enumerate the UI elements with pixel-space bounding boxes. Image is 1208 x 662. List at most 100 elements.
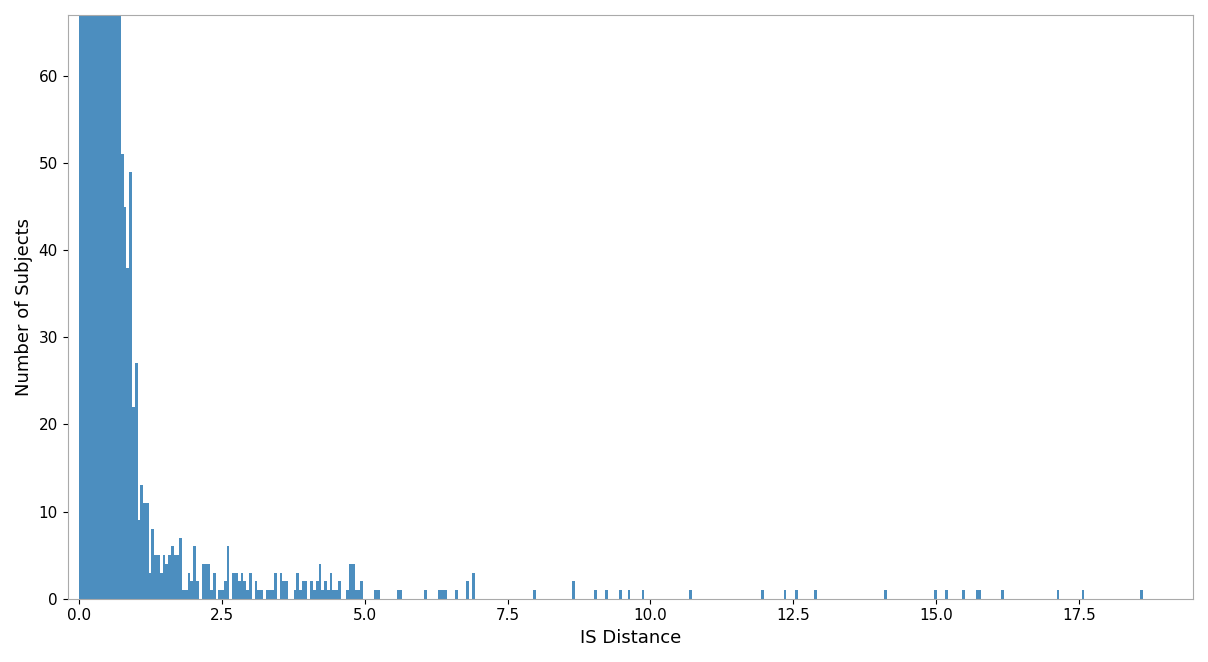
Bar bbox=[135, 363, 138, 598]
Bar bbox=[784, 590, 786, 598]
Bar bbox=[302, 581, 304, 598]
Bar bbox=[628, 590, 631, 598]
Y-axis label: Number of Subjects: Number of Subjects bbox=[14, 218, 33, 396]
Bar bbox=[232, 573, 236, 598]
Bar bbox=[118, 0, 121, 598]
Bar bbox=[187, 573, 191, 598]
Bar bbox=[240, 573, 243, 598]
Bar bbox=[110, 0, 112, 598]
Bar bbox=[455, 590, 458, 598]
Bar bbox=[332, 590, 336, 598]
Bar bbox=[99, 0, 101, 598]
Bar bbox=[138, 520, 140, 598]
Bar bbox=[246, 590, 249, 598]
Bar bbox=[227, 546, 230, 598]
Bar bbox=[149, 573, 151, 598]
Bar bbox=[641, 590, 644, 598]
Bar bbox=[795, 590, 797, 598]
Bar bbox=[319, 564, 321, 598]
Bar bbox=[934, 590, 936, 598]
Bar bbox=[978, 590, 981, 598]
Bar bbox=[155, 555, 157, 598]
Bar bbox=[945, 590, 948, 598]
Bar bbox=[283, 581, 285, 598]
Bar bbox=[101, 0, 104, 598]
Bar bbox=[347, 590, 349, 598]
Bar bbox=[358, 590, 360, 598]
Bar bbox=[274, 573, 277, 598]
Bar bbox=[85, 0, 87, 598]
Bar bbox=[466, 581, 469, 598]
Bar bbox=[182, 590, 185, 598]
Bar bbox=[1140, 590, 1143, 598]
Bar bbox=[573, 581, 575, 598]
Bar bbox=[210, 590, 213, 598]
Bar bbox=[255, 581, 257, 598]
Bar bbox=[355, 590, 358, 598]
Bar bbox=[976, 590, 978, 598]
Bar bbox=[93, 0, 95, 598]
Bar bbox=[620, 590, 622, 598]
Bar bbox=[196, 581, 199, 598]
Bar bbox=[202, 564, 204, 598]
Bar bbox=[127, 267, 129, 598]
Bar bbox=[249, 573, 251, 598]
Bar bbox=[238, 581, 240, 598]
Bar bbox=[143, 503, 146, 598]
Bar bbox=[123, 207, 127, 598]
Bar bbox=[1001, 590, 1004, 598]
Bar bbox=[79, 0, 82, 598]
Bar bbox=[304, 581, 307, 598]
Bar bbox=[400, 590, 402, 598]
Bar bbox=[172, 546, 174, 598]
Bar bbox=[165, 564, 168, 598]
Bar bbox=[962, 590, 965, 598]
Bar bbox=[174, 555, 176, 598]
Bar bbox=[338, 581, 341, 598]
Bar bbox=[185, 590, 187, 598]
Bar bbox=[91, 0, 93, 598]
Bar bbox=[349, 564, 352, 598]
Bar bbox=[689, 590, 692, 598]
Bar bbox=[219, 590, 221, 598]
Bar bbox=[272, 590, 274, 598]
Bar bbox=[257, 590, 260, 598]
Bar bbox=[814, 590, 817, 598]
Bar bbox=[352, 564, 355, 598]
Bar bbox=[594, 590, 597, 598]
Bar bbox=[132, 407, 135, 598]
Bar bbox=[441, 590, 443, 598]
Bar bbox=[221, 590, 223, 598]
Bar bbox=[533, 590, 536, 598]
Bar bbox=[266, 590, 268, 598]
Bar bbox=[268, 590, 272, 598]
Bar bbox=[1057, 590, 1059, 598]
Bar bbox=[121, 154, 123, 598]
Bar bbox=[294, 590, 296, 598]
Bar bbox=[321, 590, 324, 598]
Bar bbox=[761, 590, 765, 598]
Bar bbox=[884, 590, 887, 598]
Bar bbox=[300, 590, 302, 598]
Bar bbox=[163, 555, 165, 598]
Bar bbox=[112, 0, 115, 598]
Bar bbox=[159, 573, 163, 598]
Bar bbox=[605, 590, 608, 598]
Bar bbox=[208, 564, 210, 598]
Bar bbox=[330, 573, 332, 598]
Bar bbox=[179, 538, 182, 598]
Bar bbox=[313, 590, 315, 598]
Bar bbox=[193, 546, 196, 598]
Bar bbox=[443, 590, 447, 598]
Bar bbox=[236, 573, 238, 598]
Bar bbox=[204, 564, 208, 598]
Bar bbox=[377, 590, 379, 598]
Bar bbox=[115, 0, 118, 598]
Bar bbox=[129, 172, 132, 598]
Bar bbox=[151, 529, 155, 598]
Bar bbox=[95, 0, 99, 598]
Bar bbox=[472, 573, 475, 598]
Bar bbox=[327, 590, 330, 598]
Bar bbox=[396, 590, 400, 598]
Bar bbox=[315, 581, 319, 598]
